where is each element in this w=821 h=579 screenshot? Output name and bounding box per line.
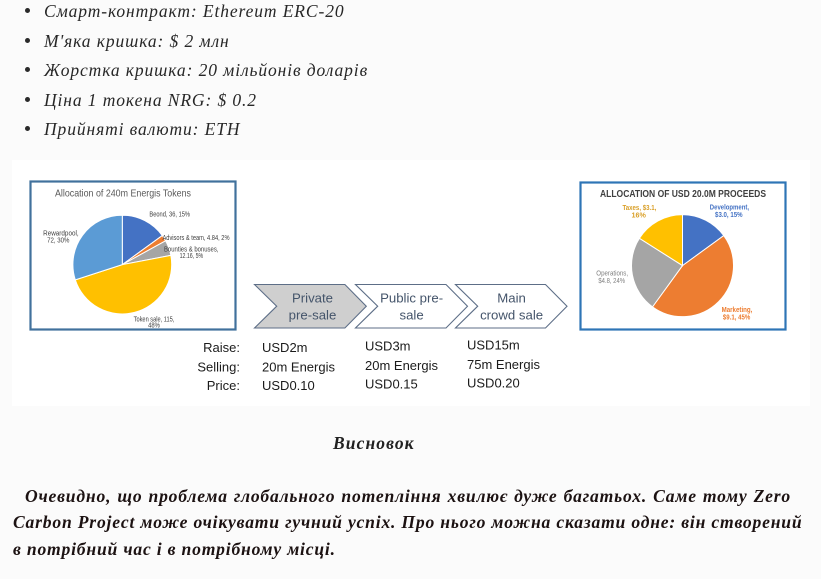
svg-text:Bounties & bonuses,: Bounties & bonuses,: [164, 244, 219, 253]
svg-text:Allocation of 240m Energis Tok: Allocation of 240m Energis Tokens: [55, 188, 191, 200]
svg-text:$4.8, 24%: $4.8, 24%: [598, 276, 625, 285]
svg-text:USD0.20: USD0.20: [467, 376, 520, 391]
svg-text:Private: Private: [292, 290, 333, 305]
svg-text:USD0.10: USD0.10: [262, 378, 315, 393]
svg-text:Beond, 36, 15%: Beond, 36, 15%: [149, 210, 190, 219]
svg-text:Taxes, $3.1,: Taxes, $3.1,: [622, 203, 656, 212]
svg-text:20m Energis: 20m Energis: [262, 360, 335, 375]
svg-text:crowd sale: crowd sale: [480, 307, 543, 322]
svg-text:Selling:: Selling:: [197, 360, 240, 375]
svg-text:USD0.15: USD0.15: [365, 377, 418, 392]
svg-text:Operations,: Operations,: [596, 269, 628, 278]
svg-text:Advisors & team, 4.84, 2%: Advisors & team, 4.84, 2%: [163, 233, 230, 242]
svg-text:48%: 48%: [148, 321, 160, 330]
svg-text:Public pre-: Public pre-: [380, 290, 443, 305]
svg-text:Price:: Price:: [207, 378, 240, 393]
svg-text:$3.0, 15%: $3.0, 15%: [715, 210, 743, 219]
svg-text:16%: 16%: [632, 211, 647, 220]
svg-text:Marketing,: Marketing,: [722, 305, 753, 314]
svg-text:75m Energis: 75m Energis: [467, 357, 540, 372]
svg-text:pre-sale: pre-sale: [289, 307, 337, 322]
svg-text:12.16, 5%: 12.16, 5%: [180, 251, 204, 260]
svg-text:72, 30%: 72, 30%: [47, 236, 70, 245]
svg-text:ALLOCATION OF USD 20.0M PROCEE: ALLOCATION OF USD 20.0M PROCEEDS: [600, 188, 766, 200]
svg-text:USD15m: USD15m: [467, 338, 520, 353]
svg-text:USD3m: USD3m: [365, 339, 411, 354]
svg-text:$9.1, 45%: $9.1, 45%: [723, 312, 751, 321]
svg-text:Development,: Development,: [710, 203, 749, 212]
svg-text:Token sale, 115,: Token sale, 115,: [134, 315, 175, 324]
svg-text:Raise:: Raise:: [203, 340, 240, 355]
svg-text:Rewardpool,: Rewardpool,: [43, 229, 79, 238]
svg-text:20m Energis: 20m Energis: [365, 358, 438, 373]
svg-text:Main: Main: [497, 290, 526, 305]
svg-text:sale: sale: [399, 307, 423, 322]
svg-text:USD2m: USD2m: [262, 340, 308, 355]
